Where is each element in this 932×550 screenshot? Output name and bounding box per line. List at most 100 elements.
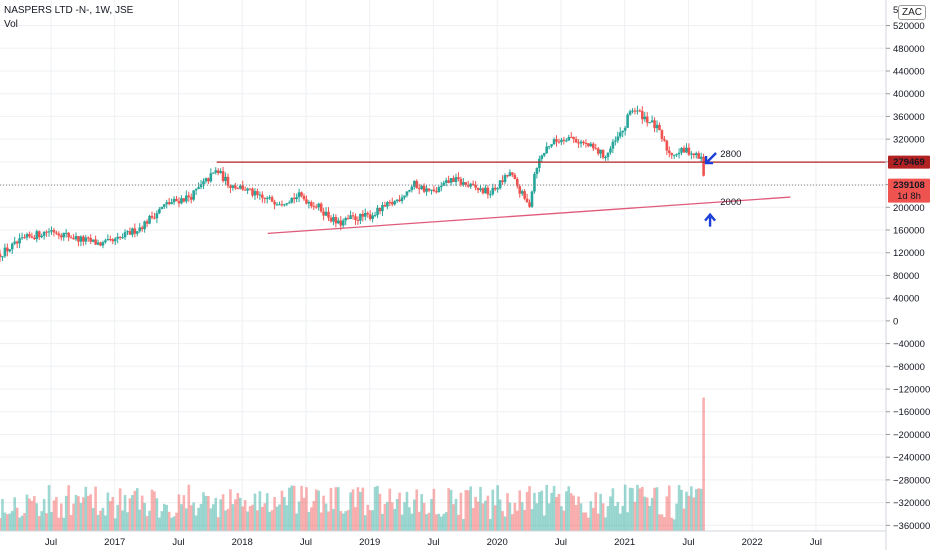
candle-body (550, 144, 553, 147)
candle-body (160, 206, 164, 210)
candle-body (528, 202, 531, 207)
volume-bar (682, 508, 686, 531)
currency-badge[interactable]: ZAC (898, 5, 926, 20)
volume-bar (214, 497, 218, 531)
volume-bar (20, 515, 24, 531)
candle-body (400, 197, 404, 202)
volume-bar (594, 492, 598, 531)
candle-body (591, 143, 595, 149)
candle-body (545, 146, 549, 154)
candle-body (427, 188, 431, 191)
volume-indicator-label[interactable]: Vol (4, 19, 18, 30)
trend-lines[interactable]: 2800 2000 (0, 149, 886, 235)
candle-body (665, 140, 669, 151)
volume-bar (270, 510, 274, 531)
candle-body (287, 202, 291, 204)
x-tick-label: Jul (682, 537, 694, 548)
time-axis[interactable]: Jul 2017 Jul 2018 Jul 2019 Jul 2020 Jul 2021 Jul 20… (0, 530, 886, 548)
volume-bar (258, 491, 262, 531)
volume-bar (400, 514, 404, 531)
candle-body (447, 180, 450, 183)
candle-body (324, 211, 328, 216)
candles (0, 105, 705, 262)
volume-bar (417, 511, 421, 531)
volume-bar (616, 501, 620, 531)
candle-body (408, 190, 411, 192)
candle-body (631, 110, 634, 112)
candle-body (209, 173, 213, 182)
volume-bar (525, 491, 529, 531)
volume-bar (577, 496, 580, 531)
volume-bar (148, 510, 151, 531)
volume-bar (528, 486, 531, 531)
volume-bar (116, 504, 119, 531)
candle-body (699, 156, 703, 159)
volume-bar (579, 503, 583, 531)
volume-bar (503, 516, 507, 531)
volume-bar (275, 506, 279, 531)
y-tick-label: 360000 (893, 112, 925, 123)
volume-bar (552, 485, 556, 531)
volume-bar (604, 517, 607, 531)
volume-bar (121, 510, 124, 531)
volume-bar (177, 494, 181, 531)
volume-bar (123, 495, 127, 531)
symbol-title[interactable]: NASPERS LTD -N-, 1W, JSE (4, 5, 134, 16)
candle-body (79, 236, 83, 242)
candle-body (349, 215, 352, 220)
volume-bar (248, 506, 252, 531)
volume-bar (623, 484, 627, 531)
y-tick-label: 480000 (893, 44, 925, 55)
volume-bar (317, 490, 321, 531)
volume-bar (697, 488, 700, 531)
resistance-price-marker: 279469 (888, 155, 930, 169)
candle-body (471, 183, 475, 186)
candle-body (562, 139, 566, 141)
price-axis[interactable]: 5200004800004400004000003600003200002800… (886, 5, 930, 532)
volume-bar (314, 489, 318, 531)
volume-bar (386, 501, 389, 531)
candle-body (292, 197, 296, 200)
volume-bar (589, 501, 593, 531)
candle-body (150, 215, 154, 218)
candle-body (158, 209, 161, 214)
candle-body (371, 215, 374, 219)
candle-body (687, 147, 691, 155)
volume-bar (52, 500, 56, 531)
volume-bar (484, 500, 487, 531)
volume-bar (84, 486, 88, 531)
candle-body (135, 231, 139, 234)
candle-body (50, 230, 53, 232)
candle-body (569, 137, 573, 139)
candle-body (498, 180, 502, 189)
volume-bar (285, 505, 289, 531)
candle-body (449, 178, 453, 183)
volume-bar (265, 493, 269, 531)
volume-bar (618, 513, 622, 531)
volume-bar (283, 496, 286, 531)
volume-bar (447, 488, 450, 531)
volume-bar (614, 505, 617, 531)
volume-bar (479, 486, 482, 531)
volume-bar (584, 512, 588, 531)
volume-bar (45, 513, 48, 531)
volume-bar (381, 513, 384, 531)
candle-body (363, 212, 367, 217)
volume-bar (599, 493, 602, 531)
candle-body (368, 214, 372, 219)
candle-body (238, 185, 242, 189)
candle-body (344, 218, 347, 221)
volume-bar (393, 509, 397, 531)
candle-body (496, 188, 499, 190)
candle-body (59, 235, 63, 238)
candle-body (106, 238, 110, 241)
volume-bar (643, 496, 647, 531)
volume-bar (628, 487, 632, 531)
volume-bar (292, 485, 296, 531)
candle-body (246, 188, 249, 191)
candle-body (515, 178, 519, 187)
volume-bar (158, 517, 161, 531)
volume-bar (42, 498, 46, 531)
volume-bar (437, 513, 441, 531)
